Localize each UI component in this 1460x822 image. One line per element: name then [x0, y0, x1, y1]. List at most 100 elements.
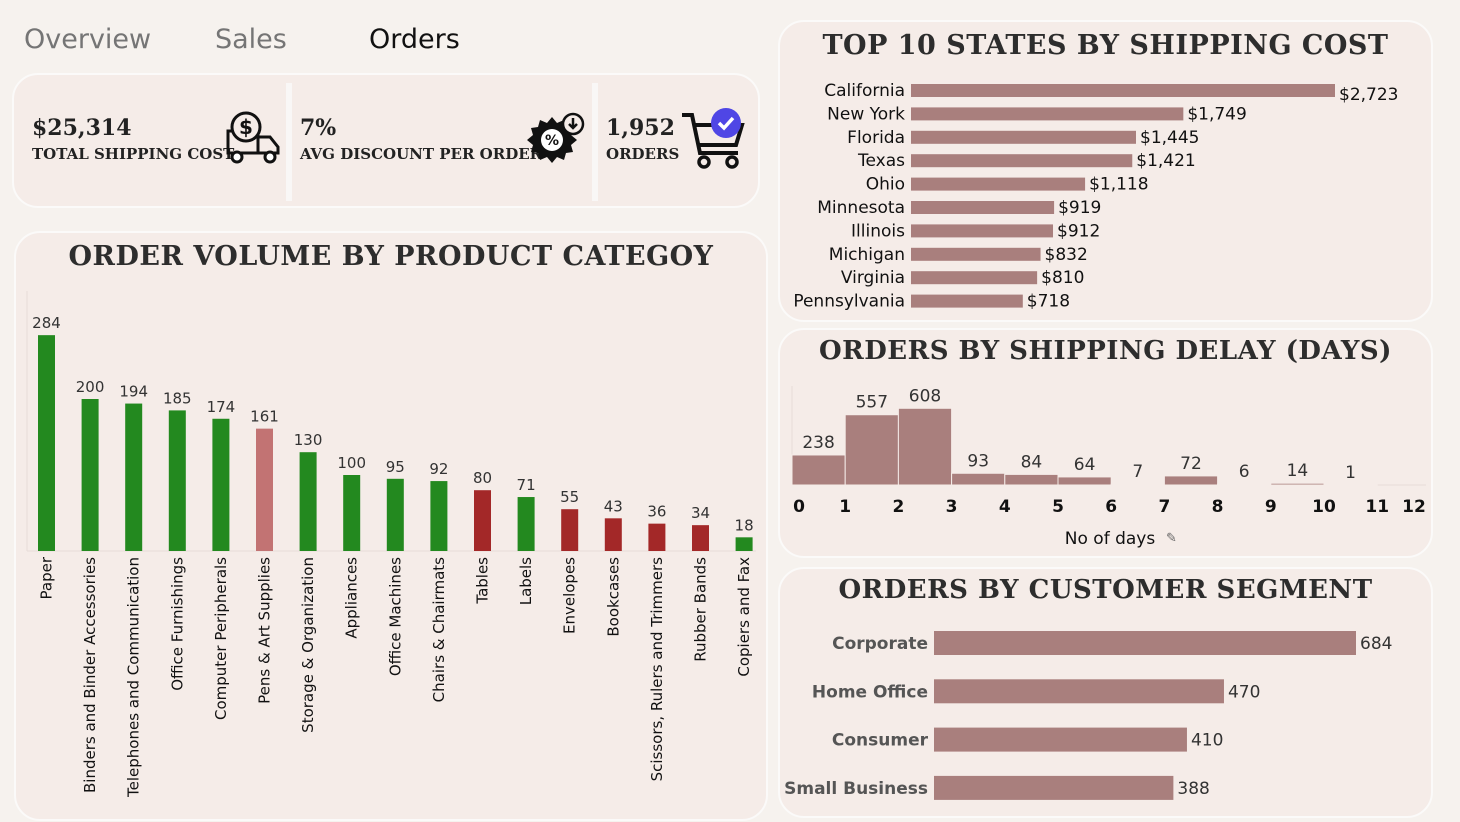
category-tick-label: Telephones and Communication [125, 557, 143, 798]
delay-bar [1110, 483, 1165, 486]
delay-value-label: 93 [967, 451, 989, 471]
state-value-label: $1,118 [1089, 175, 1148, 195]
delay-chart-title: ORDERS BY SHIPPING DELAY (DAYS) [819, 336, 1392, 366]
state-bar [911, 294, 1023, 308]
category-tick-label: Scissors, Rulers and Trimmers [648, 557, 666, 782]
delay-bar [1217, 483, 1272, 486]
category-bar [474, 490, 491, 551]
segment-bar [934, 631, 1356, 655]
category-tick-label: Envelopes [561, 557, 579, 634]
delay-tick-label: 8 [1212, 497, 1224, 517]
category-tick-label: Office Furnishings [168, 557, 186, 691]
state-value-label: $2,723 [1339, 85, 1398, 105]
delay-bar [951, 472, 1006, 486]
segment-bar [934, 679, 1224, 704]
segment-tick-label: Corporate [832, 634, 928, 654]
state-tick-label: Virginia [841, 268, 905, 288]
segment-tick-label: Consumer [832, 731, 929, 751]
delay-value-label: 7 [1132, 462, 1143, 482]
delay-tick-label: 5 [1052, 497, 1064, 517]
shipping-cost-value: $25,314 [32, 115, 132, 141]
category-value-label: 34 [691, 504, 710, 522]
delay-tick-label: 4 [999, 497, 1011, 517]
state-tick-label: Pennsylvania [793, 292, 905, 312]
delay-bar [897, 407, 953, 486]
tab-overview[interactable]: Overview [24, 24, 152, 55]
state-value-label: $718 [1027, 292, 1070, 312]
segment-tick-label: Small Business [784, 779, 928, 799]
truck-dollar-icon: $ [226, 111, 280, 164]
discount-badge-icon: % [527, 112, 585, 163]
states-panel: TOP 10 STATES BY SHIPPING COST Californi… [778, 20, 1433, 322]
orders-label: ORDERS [606, 145, 680, 163]
svg-text:%: % [545, 133, 559, 149]
category-tick-label: Pens & Art Supplies [256, 557, 274, 704]
category-bar [648, 523, 666, 551]
category-bar [256, 428, 273, 551]
category-tick-label: Storage & Organization [299, 557, 317, 733]
segment-chart: Corporate 684 Home Office 470 Consumer 410 Sma… [784, 631, 1392, 800]
delay-value-label: 14 [1287, 461, 1309, 481]
segment-chart-title: ORDERS BY CUSTOMER SEGMENT [838, 575, 1373, 605]
state-value-label: $912 [1057, 221, 1100, 241]
delay-value-label: 72 [1180, 454, 1202, 474]
delay-tick-label: 10 [1312, 497, 1336, 517]
category-panel: ORDER VOLUME BY PRODUCT CATEGOY 284 Paper… [14, 231, 768, 821]
delay-value-label: 238 [802, 433, 834, 453]
category-tick-label: Binders and Binder Accessories [81, 557, 99, 793]
category-value-label: 200 [76, 378, 105, 396]
category-bar [38, 335, 55, 551]
delay-axis-label: No of days [1065, 529, 1156, 549]
state-value-label: $1,445 [1140, 128, 1199, 148]
delay-tick-label: 3 [946, 497, 958, 517]
category-bar [212, 418, 230, 551]
category-tick-label: Copiers and Fax [735, 557, 753, 677]
state-bar [911, 177, 1086, 191]
state-value-label: $810 [1041, 268, 1084, 288]
avg-discount-value: 7% [300, 115, 337, 141]
segment-bar [934, 775, 1174, 800]
category-tick-label: Computer Peripherals [212, 557, 230, 720]
delay-tick-label: 11 [1365, 497, 1389, 517]
category-chart-title: ORDER VOLUME BY PRODUCT CATEGOY [68, 241, 714, 272]
delay-bar [1004, 473, 1059, 486]
delay-tick-label: 12 [1402, 497, 1426, 517]
kpi-divider [592, 83, 598, 201]
svg-text:$: $ [239, 115, 253, 139]
state-tick-label: Minnesota [817, 198, 905, 218]
segment-value-label: 470 [1228, 682, 1260, 702]
delay-bar [844, 414, 899, 486]
delay-value-label: 84 [1021, 452, 1043, 472]
delay-value-label: 64 [1074, 455, 1096, 475]
state-bar [911, 224, 1054, 238]
tab-sales[interactable]: Sales [215, 24, 287, 55]
category-bar [168, 410, 186, 551]
kpi-panel: $25,314 TOTAL SHIPPING COST $ 7% AVG DIS… [12, 73, 760, 208]
kpi-divider [286, 83, 292, 201]
state-bar [911, 84, 1335, 97]
category-value-label: 174 [207, 398, 236, 416]
category-bar [125, 403, 143, 551]
delay-value-label: 1 [1345, 463, 1356, 483]
category-bar [343, 475, 361, 551]
delay-tick-label: 6 [1105, 497, 1117, 517]
category-bar [81, 399, 99, 551]
states-chart: California $2,723 New York $1,749 Florida $1,… [793, 81, 1398, 312]
state-bar [911, 247, 1041, 261]
delay-bar [791, 454, 846, 486]
delay-panel: ORDERS BY SHIPPING DELAY (DAYS) 238 557 60… [778, 328, 1433, 558]
state-value-label: $1,421 [1136, 151, 1195, 171]
category-tick-label: Labels [517, 557, 535, 605]
state-value-label: $832 [1045, 245, 1088, 265]
category-value-label: 284 [32, 314, 61, 332]
category-value-label: 161 [250, 408, 279, 426]
tab-orders[interactable]: Orders [369, 24, 460, 55]
delay-value-label: 608 [909, 386, 941, 406]
category-tick-label: Tables [474, 557, 492, 605]
delay-bar [1163, 475, 1219, 486]
category-value-label: 71 [517, 476, 536, 494]
state-tick-label: Ohio [866, 175, 905, 195]
delay-value-label: 557 [856, 393, 888, 413]
state-value-label: $919 [1058, 198, 1101, 218]
category-value-label: 95 [386, 458, 405, 476]
